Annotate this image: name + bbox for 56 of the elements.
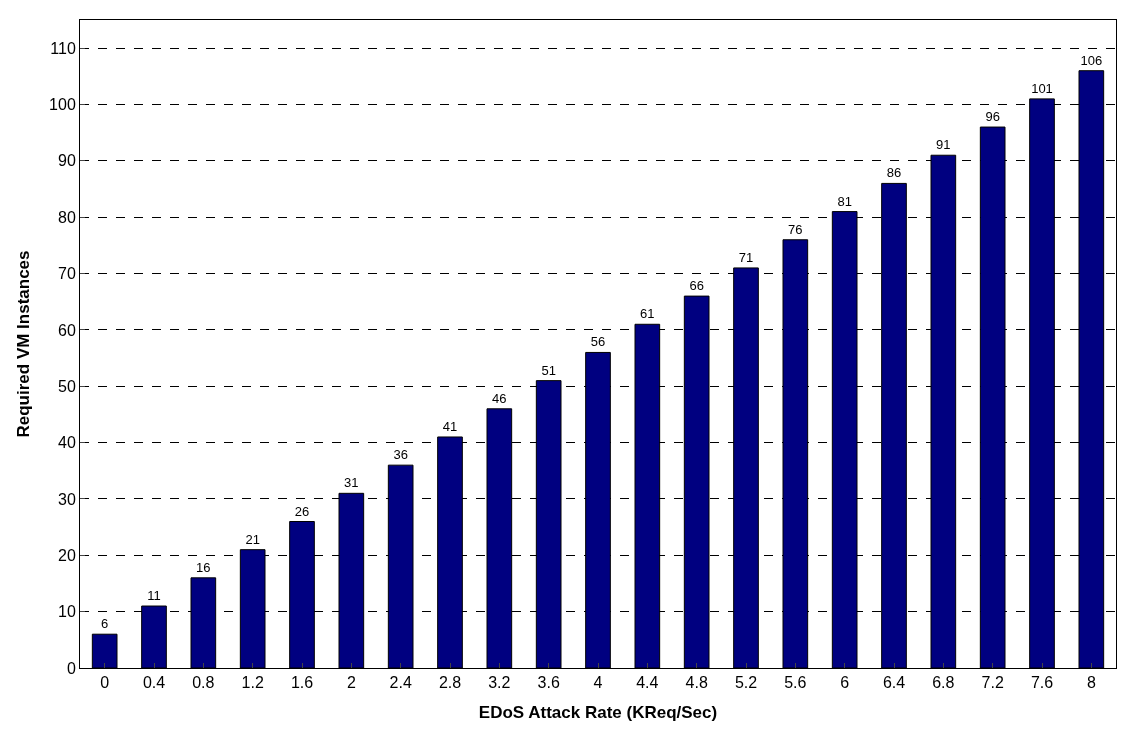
- x-tick-label: 6.8: [932, 674, 955, 692]
- x-axis-title: EDoS Attack Rate (KReq/Sec): [478, 702, 718, 722]
- y-tick-label: 110: [50, 39, 76, 57]
- data-label: 66: [689, 278, 704, 294]
- data-label: 96: [985, 109, 1000, 125]
- data-label: 81: [837, 193, 852, 209]
- data-label: 71: [738, 249, 754, 265]
- y-tick-label: 90: [58, 152, 76, 170]
- x-tick-label: 7.2: [981, 674, 1004, 692]
- y-tick-label: 0: [66, 659, 76, 677]
- y-tick-label: 50: [58, 377, 76, 395]
- data-label: 61: [640, 306, 655, 322]
- x-tick-label: 8: [1086, 674, 1096, 692]
- data-label: 11: [147, 588, 161, 604]
- y-tick-label: 40: [58, 434, 76, 452]
- x-tick-label: 0.4: [142, 674, 166, 692]
- x-tick-label: 5.2: [734, 674, 758, 692]
- data-label: 6: [101, 616, 109, 632]
- data-label: 31: [344, 475, 359, 491]
- x-tick-label: 2.8: [438, 674, 462, 692]
- y-tick-label: 20: [58, 546, 76, 564]
- data-label: 106: [1080, 52, 1103, 68]
- data-label: 86: [886, 165, 902, 181]
- data-label: 56: [590, 334, 606, 350]
- data-label: 16: [196, 559, 211, 575]
- data-label: 91: [936, 137, 951, 153]
- x-tick-label: 1.6: [290, 674, 314, 692]
- x-tick-label: 5.6: [784, 674, 807, 692]
- x-tick-label: 7.6: [1030, 674, 1054, 692]
- x-tick-label: 4.4: [636, 674, 659, 692]
- x-tick-label: 3.2: [488, 674, 511, 692]
- y-axis-title: Required VM Instances: [13, 250, 33, 438]
- y-tick-label: 80: [58, 208, 76, 226]
- x-tick-label: 4: [593, 674, 603, 692]
- data-label: 26: [294, 503, 310, 519]
- x-tick-label: 4.8: [685, 674, 708, 692]
- data-label: 21: [245, 531, 260, 547]
- x-tick-label: 2.4: [389, 674, 412, 692]
- x-tick-label: 3.6: [537, 674, 560, 692]
- data-label: 51: [541, 362, 556, 378]
- data-label: 41: [442, 418, 458, 434]
- x-tick-label: 2: [346, 674, 356, 692]
- x-tick-label: 6.4: [882, 674, 906, 692]
- x-tick-label: 0.8: [192, 674, 215, 692]
- y-tick-label: 30: [58, 490, 76, 508]
- y-tick-label: 100: [49, 96, 76, 114]
- y-tick-label: 10: [58, 603, 76, 621]
- data-label: 46: [492, 390, 507, 406]
- x-tick-label: 1.2: [241, 674, 264, 692]
- x-tick-label: 0: [100, 674, 110, 692]
- y-tick-label: 60: [58, 321, 76, 339]
- x-tick-label: 6: [840, 674, 850, 692]
- y-tick-label: 70: [58, 265, 76, 283]
- data-label: 36: [393, 447, 408, 463]
- data-label: 101: [1031, 80, 1053, 96]
- data-label: 76: [788, 221, 803, 237]
